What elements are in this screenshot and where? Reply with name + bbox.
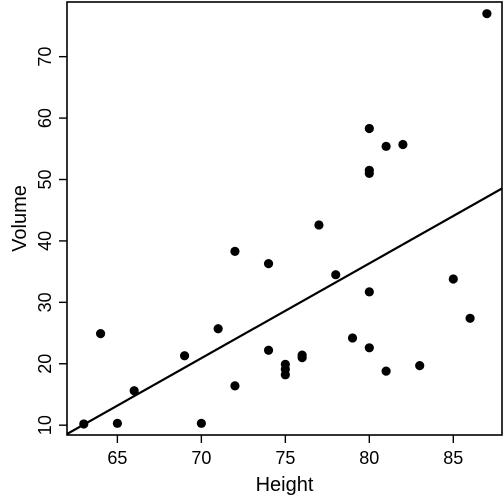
data-point	[263, 345, 274, 355]
x-tick-label: 80	[359, 448, 379, 468]
y-axis: 10 20 30 40 50 60 70	[35, 47, 67, 435]
data-point	[381, 141, 391, 151]
y-tick-label: 10	[35, 415, 55, 435]
data-point	[364, 343, 374, 353]
data-point	[347, 333, 358, 343]
x-axis: 65 70 75 80 85	[107, 435, 463, 468]
y-tick-label: 60	[35, 108, 55, 128]
data-point	[297, 350, 307, 360]
plot-frame	[66, 1, 503, 436]
data-point	[482, 9, 492, 19]
y-axis-title: Volume	[9, 185, 31, 252]
data-point	[314, 220, 324, 230]
data-point	[213, 324, 223, 334]
data-point	[415, 361, 425, 371]
data-point	[398, 139, 408, 150]
x-axis-title: Height	[256, 474, 314, 496]
data-point	[129, 386, 139, 396]
y-tick-label: 30	[35, 292, 55, 312]
y-tick-label: 50	[35, 169, 55, 189]
points-layer	[79, 9, 492, 429]
regression-line-layer	[67, 187, 502, 435]
x-tick-label: 70	[191, 448, 211, 468]
data-point	[230, 246, 240, 256]
data-point	[230, 381, 240, 391]
data-point	[364, 168, 374, 178]
x-tick-label: 65	[107, 448, 127, 468]
y-tick-label: 40	[35, 231, 55, 251]
x-tick-label: 85	[443, 448, 463, 468]
data-point	[381, 366, 391, 376]
data-point	[364, 287, 374, 297]
data-point	[95, 329, 106, 339]
y-tick-label: 20	[35, 354, 55, 374]
data-point	[280, 364, 290, 374]
data-point	[196, 418, 206, 428]
data-point	[263, 259, 274, 269]
regression-line	[67, 187, 502, 435]
data-point	[448, 274, 458, 284]
data-point	[465, 313, 475, 323]
data-point	[364, 123, 374, 134]
data-point	[112, 418, 122, 428]
data-point	[331, 270, 341, 280]
y-tick-label: 70	[35, 47, 55, 67]
x-tick-label: 75	[275, 448, 295, 468]
data-point	[179, 351, 190, 361]
